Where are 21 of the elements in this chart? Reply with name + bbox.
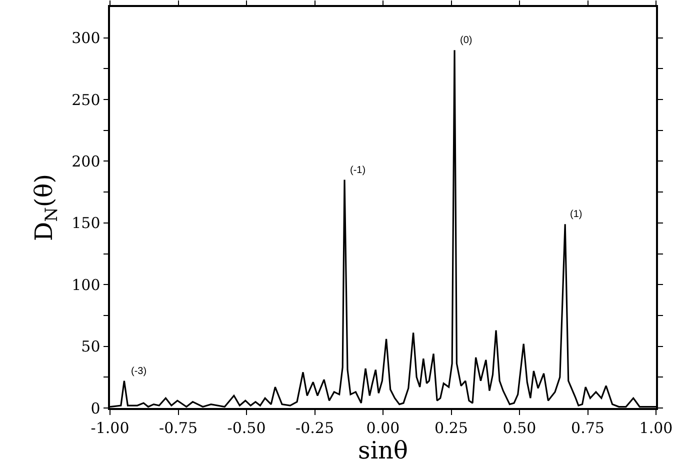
x-axis-title: sinθ — [358, 436, 408, 465]
y-tick-label: 100 — [72, 276, 100, 294]
x-tick-label: -1.00 — [90, 418, 130, 437]
annotation: (-1) — [350, 165, 366, 176]
x-tick-label: -0.50 — [227, 418, 266, 437]
y-tick-label: 250 — [72, 90, 100, 109]
annotation: (0) — [460, 35, 472, 46]
x-tick-label: 0.25 — [434, 418, 468, 437]
annotation: (-3) — [131, 366, 147, 377]
y-tick-label: 0 — [90, 399, 100, 418]
y-tick-label: 300 — [72, 29, 100, 48]
x-tick-label: 0.75 — [571, 418, 604, 437]
x-tick-label: 0.00 — [366, 418, 400, 437]
x-tick-label: -0.25 — [296, 418, 334, 437]
x-tick-label: 0.50 — [502, 418, 536, 437]
x-tick-label: 1.00 — [639, 418, 673, 437]
annotation: (1) — [570, 209, 582, 220]
x-tick-label: -0.75 — [159, 418, 198, 437]
y-tick-label: 50 — [81, 338, 100, 356]
y-tick-label: 200 — [72, 152, 100, 170]
y-tick-label: 150 — [72, 214, 100, 232]
